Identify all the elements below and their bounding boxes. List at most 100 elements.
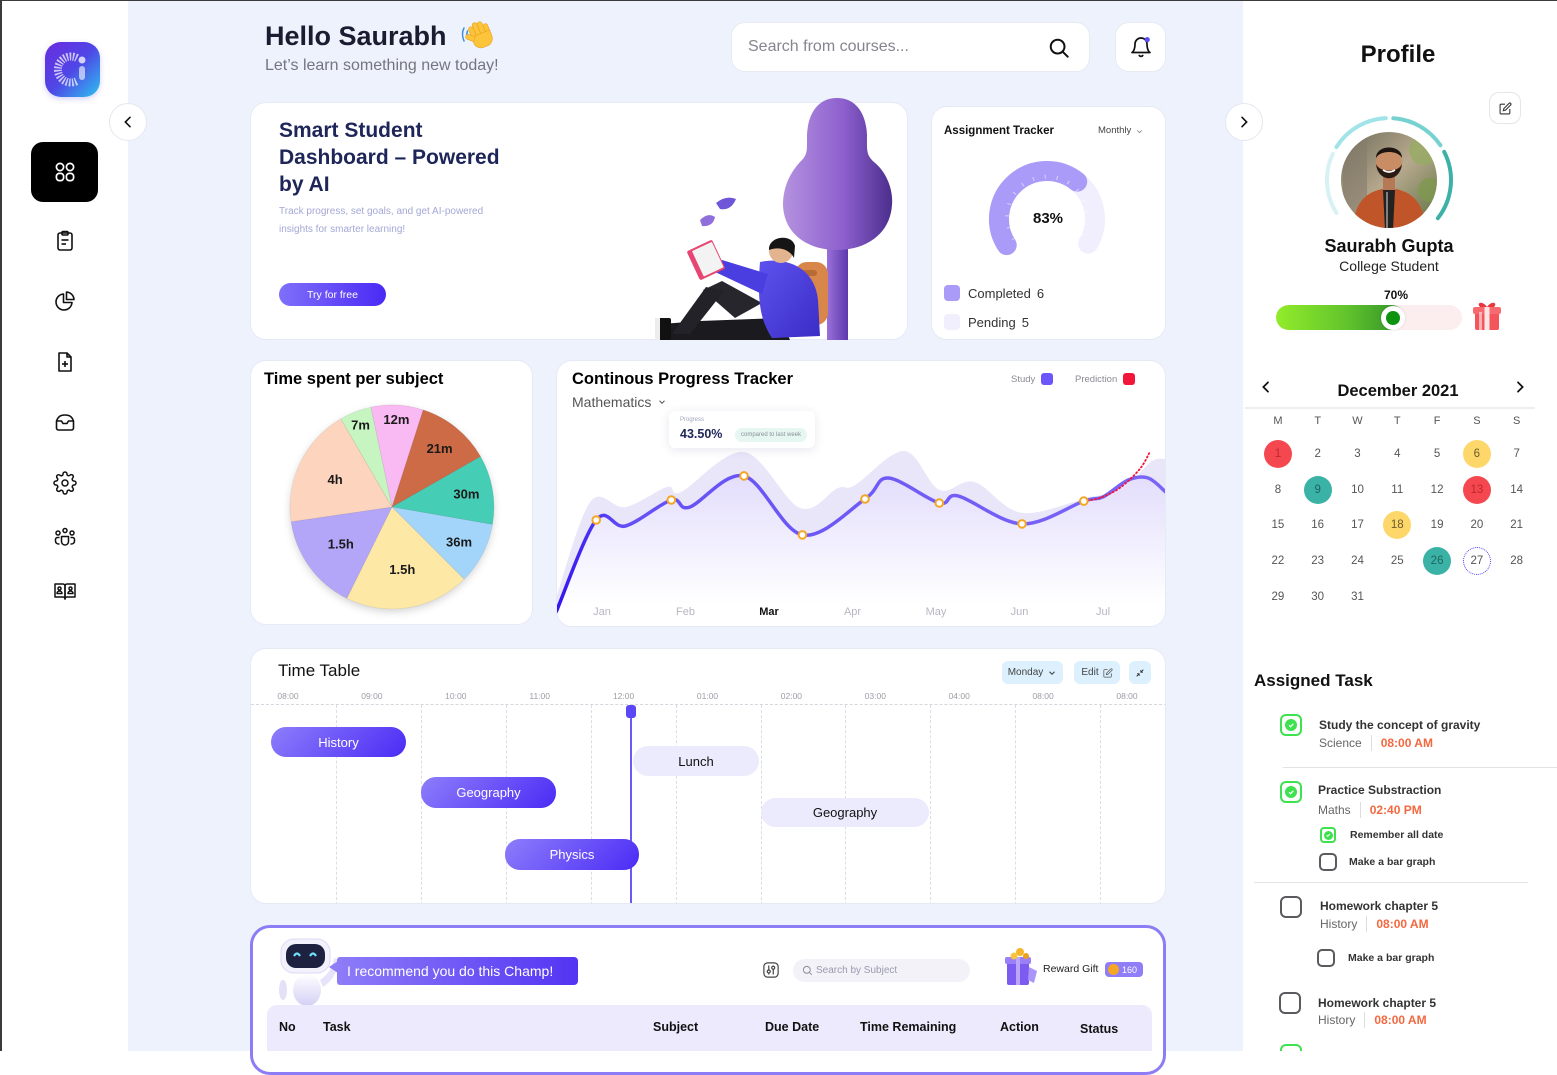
collapse-sidebar-button[interactable] (109, 103, 147, 141)
x-axis-label[interactable]: Jun (1011, 606, 1029, 618)
collapse-timetable-button[interactable] (1129, 661, 1151, 684)
data-point-marker[interactable] (860, 494, 870, 504)
calendar-day[interactable]: 9 (1298, 472, 1338, 508)
calendar-day[interactable]: 25 (1377, 543, 1417, 579)
column-header-due-date[interactable]: Due Date (765, 1020, 820, 1034)
calendar-day[interactable]: 12 (1417, 472, 1457, 508)
subtask-label[interactable]: Make a bar graph (1348, 952, 1435, 964)
calendar-day[interactable]: 10 (1338, 472, 1378, 508)
data-point-marker[interactable] (666, 495, 677, 505)
calendar-day[interactable]: 3 (1338, 436, 1378, 472)
avatar[interactable] (1324, 114, 1456, 246)
profile-progress-bar[interactable] (1276, 305, 1462, 330)
pie-slice[interactable] (391, 409, 482, 508)
calendar-day[interactable]: 14 (1497, 472, 1537, 508)
calendar-day[interactable]: 7 (1497, 436, 1537, 472)
prediction-line[interactable] (1082, 451, 1151, 502)
column-header-status[interactable]: Status (1080, 1022, 1119, 1036)
pie-slice[interactable] (290, 506, 393, 599)
calendar-day[interactable]: 23 (1298, 543, 1338, 579)
calendar-day[interactable]: 31 (1338, 579, 1378, 615)
calendar-day[interactable]: 15 (1258, 507, 1298, 543)
column-header-no[interactable]: No (279, 1020, 296, 1034)
calendar-day[interactable]: 28 (1497, 543, 1537, 579)
x-axis-label[interactable]: Apr (844, 606, 861, 618)
period-dropdown[interactable]: Monthly (1098, 124, 1144, 138)
task-checkbox[interactable] (1279, 992, 1301, 1014)
pie-slice[interactable] (390, 506, 493, 580)
app-logo[interactable] (45, 42, 100, 97)
sidebar-item-library[interactable] (31, 561, 98, 621)
calendar-day[interactable]: 27 (1457, 543, 1497, 579)
pie-slice[interactable] (346, 506, 465, 610)
calendar-day[interactable]: 22 (1258, 543, 1298, 579)
timetable-event[interactable]: History (271, 727, 406, 757)
subtask-checkbox[interactable] (1319, 853, 1337, 871)
sidebar-item-settings[interactable] (31, 453, 98, 513)
calendar-day[interactable]: 13 (1457, 472, 1497, 508)
sidebar-item-dashboard[interactable] (31, 142, 98, 202)
sidebar-item-analytics[interactable] (31, 271, 98, 331)
filter-icon[interactable] (762, 961, 780, 979)
calendar-day[interactable]: 1 (1258, 436, 1298, 472)
timetable-event[interactable]: Physics (505, 839, 639, 870)
timetable-event[interactable]: Lunch (633, 746, 759, 776)
subject-search-input[interactable] (816, 959, 966, 982)
timetable-event[interactable]: Geography (421, 777, 556, 808)
course-search-input[interactable] (748, 23, 1028, 71)
subtask-checkbox[interactable] (1320, 827, 1336, 843)
x-axis-label[interactable]: Jul (1096, 606, 1110, 618)
data-point-marker[interactable] (1079, 496, 1089, 506)
gift-icon[interactable] (1472, 300, 1502, 332)
task-checkbox[interactable] (1280, 1044, 1302, 1051)
sidebar-item-inbox[interactable] (31, 392, 98, 452)
pie-slice[interactable] (340, 406, 393, 508)
task-checkbox[interactable] (1280, 896, 1302, 918)
search-icon[interactable] (1048, 37, 1070, 59)
task-title[interactable]: Homework chapter 5 (1318, 996, 1437, 1010)
x-axis-label[interactable]: Jan (593, 606, 611, 618)
timetable-event[interactable]: Geography (761, 798, 929, 827)
task-title[interactable]: Practice Substraction (1318, 783, 1442, 797)
calendar-day[interactable]: 21 (1497, 507, 1537, 543)
calendar-day[interactable]: 26 (1417, 543, 1457, 579)
calendar-day[interactable]: 2 (1298, 436, 1338, 472)
column-header-time-remaining[interactable]: Time Remaining (860, 1020, 957, 1034)
notifications-button[interactable] (1115, 22, 1166, 72)
column-header-action[interactable]: Action (1000, 1020, 1039, 1034)
task-title[interactable]: Homework chapter 5 (1320, 899, 1439, 913)
sidebar-item-assignments[interactable] (31, 211, 98, 271)
calendar-day[interactable]: 4 (1377, 436, 1417, 472)
previous-month-button[interactable] (1258, 378, 1274, 396)
x-axis-label[interactable]: Feb (676, 606, 695, 618)
expand-panel-button[interactable] (1225, 103, 1263, 141)
task-checkbox[interactable] (1280, 714, 1302, 736)
current-time-handle[interactable] (626, 705, 636, 718)
subtask-checkbox[interactable] (1317, 949, 1335, 967)
task-title[interactable]: Study the concept of gravity (1319, 718, 1481, 732)
subtask-label[interactable]: Remember all date (1350, 829, 1444, 841)
data-point-marker[interactable] (591, 515, 602, 525)
x-axis-label[interactable]: May (926, 606, 947, 618)
pie-slice[interactable] (289, 418, 393, 523)
column-header-task[interactable]: Task (323, 1020, 351, 1034)
calendar-day[interactable]: 24 (1338, 543, 1378, 579)
calendar-day[interactable]: 20 (1457, 507, 1497, 543)
subtask-label[interactable]: Make a bar graph (1349, 856, 1436, 868)
calendar-day[interactable]: 16 (1298, 507, 1338, 543)
sidebar-item-community[interactable] (31, 508, 98, 568)
column-header-subject[interactable]: Subject (653, 1020, 699, 1034)
next-month-button[interactable] (1512, 378, 1528, 396)
calendar-day[interactable]: 6 (1457, 436, 1497, 472)
x-axis-label[interactable]: Mar (759, 606, 779, 618)
try-for-free-button[interactable]: Try for free (279, 283, 386, 306)
calendar-day[interactable]: 5 (1417, 436, 1457, 472)
calendar-day[interactable]: 11 (1377, 472, 1417, 508)
task-checkbox[interactable] (1280, 781, 1302, 803)
subject-dropdown[interactable]: Mathematics (572, 393, 667, 411)
calendar-day[interactable]: 30 (1298, 579, 1338, 615)
calendar-day[interactable]: 18 (1377, 507, 1417, 543)
calendar-day[interactable]: 29 (1258, 579, 1298, 615)
day-selector-dropdown[interactable]: Monday (1002, 661, 1063, 684)
calendar-day[interactable]: 19 (1417, 507, 1457, 543)
